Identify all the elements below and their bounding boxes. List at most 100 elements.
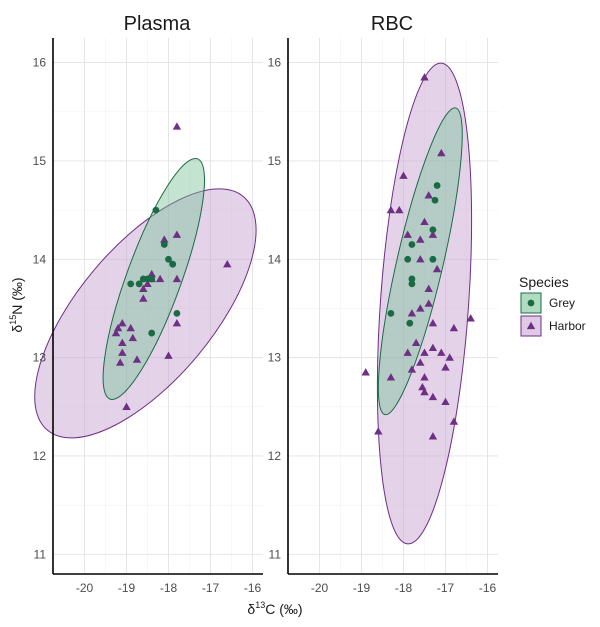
y-tick-label: 12	[268, 449, 282, 463]
point-harbor	[432, 264, 442, 273]
y-tick-label: 15	[268, 154, 282, 168]
x-tick-label: -18	[395, 581, 413, 595]
point-harbor	[399, 171, 408, 179]
panel-plasma: Plasma -20 -19 -18 -17 -16 11 12 13 14 15 16	[33, 13, 263, 595]
point-harbor	[403, 348, 412, 356]
legend-item-harbor: Harbor	[520, 315, 586, 337]
point-harbor	[374, 427, 383, 435]
point-grey	[429, 226, 437, 234]
point-harbor	[441, 397, 450, 406]
point-harbor	[416, 304, 425, 312]
y-tick-label: 11	[269, 547, 282, 561]
point-harbor	[111, 328, 121, 337]
point-grey	[406, 319, 414, 327]
point-harbor	[428, 319, 438, 327]
point-grey	[408, 241, 416, 248]
legend-label-grey: Grey	[549, 296, 575, 310]
point-harbor	[424, 284, 433, 292]
point-harbor	[449, 417, 459, 425]
point-grey	[408, 280, 416, 288]
point-harbor	[441, 363, 450, 371]
x-tick-label: -19	[118, 581, 136, 595]
point-harbor	[223, 260, 232, 268]
point-harbor	[122, 402, 131, 410]
point-grey	[431, 196, 439, 204]
point-harbor	[403, 230, 412, 238]
point-harbor	[386, 373, 396, 381]
panel-rbc: RBC -20 -19 -18 -17 -16 11 12 13 14 15 16	[268, 13, 498, 595]
point-harbor	[160, 235, 169, 243]
y-tick-label: 14	[33, 252, 47, 266]
legend-label-harbor: Harbor	[549, 319, 586, 333]
y-tick-label: 15	[33, 154, 47, 168]
point-harbor	[139, 284, 148, 292]
point-grey	[404, 255, 412, 263]
point-harbor	[172, 274, 182, 283]
point-grey	[433, 182, 441, 189]
axes-rbc: -20 -19 -18 -17 -16 11 12 13 14 15 16	[268, 38, 498, 595]
legend: Species Grey Harbor	[519, 274, 586, 337]
point-harbor	[164, 351, 173, 359]
point-harbor	[420, 387, 429, 396]
ellipses-rbc	[376, 62, 473, 545]
x-tick-label: -17	[437, 581, 455, 595]
points-plasma	[111, 122, 232, 410]
y-tick-label: 14	[268, 252, 282, 266]
y-tick-label: 13	[33, 351, 47, 365]
axes-plasma: -20 -19 -18 -17 -16 11 12 13 14 15 16	[33, 38, 263, 595]
point-grey	[148, 329, 156, 337]
point-harbor	[128, 333, 137, 342]
legend-items: Grey Harbor	[520, 292, 586, 337]
point-harbor	[428, 343, 438, 351]
point-harbor	[428, 392, 438, 401]
point-harbor	[428, 432, 438, 440]
point-grey	[165, 255, 172, 263]
point-harbor	[395, 205, 404, 214]
point-harbor	[424, 191, 433, 199]
x-tick-label: -17	[202, 581, 220, 595]
x-axis-title: δ13C (‰)	[247, 600, 302, 617]
point-grey	[173, 309, 181, 317]
point-grey	[160, 241, 168, 248]
x-tick-label: -16	[244, 581, 262, 595]
point-harbor	[428, 230, 438, 238]
x-tick-label: -16	[479, 581, 497, 595]
point-grey	[148, 275, 156, 283]
point-harbor	[172, 319, 182, 327]
point-harbor	[132, 355, 142, 363]
point-harbor	[420, 348, 429, 356]
x-tick-label: -20	[311, 581, 329, 595]
point-harbor	[411, 338, 421, 347]
point-harbor	[445, 353, 454, 361]
point-harbor	[155, 274, 165, 283]
point-harbor	[424, 299, 433, 307]
point-harbor	[420, 217, 429, 226]
point-harbor	[118, 348, 127, 356]
point-harbor	[420, 373, 429, 381]
point-harbor	[147, 269, 156, 278]
point-grey	[408, 275, 416, 283]
point-harbor	[420, 73, 429, 81]
x-tick-label: -20	[76, 581, 94, 595]
point-harbor	[407, 309, 417, 317]
points-rbc	[361, 73, 475, 440]
y-tick-label: 11	[34, 547, 47, 561]
panel-title-plasma: Plasma	[124, 13, 192, 35]
x-tick-label: -19	[353, 581, 371, 595]
y-tick-label: 13	[268, 351, 282, 365]
point-harbor	[139, 294, 148, 302]
point-harbor	[407, 365, 417, 373]
y-tick-label: 16	[268, 56, 282, 70]
legend-title: Species	[519, 274, 569, 290]
point-harbor	[416, 235, 425, 243]
point-harbor	[449, 323, 459, 332]
point-harbor	[118, 319, 127, 327]
legend-marker-grey	[527, 299, 535, 307]
point-harbor	[437, 348, 446, 356]
y-tick-label: 12	[33, 449, 47, 463]
x-tick-label: -18	[160, 581, 178, 595]
point-harbor	[118, 338, 127, 347]
point-grey	[152, 206, 160, 214]
legend-marker-harbor	[526, 321, 536, 330]
